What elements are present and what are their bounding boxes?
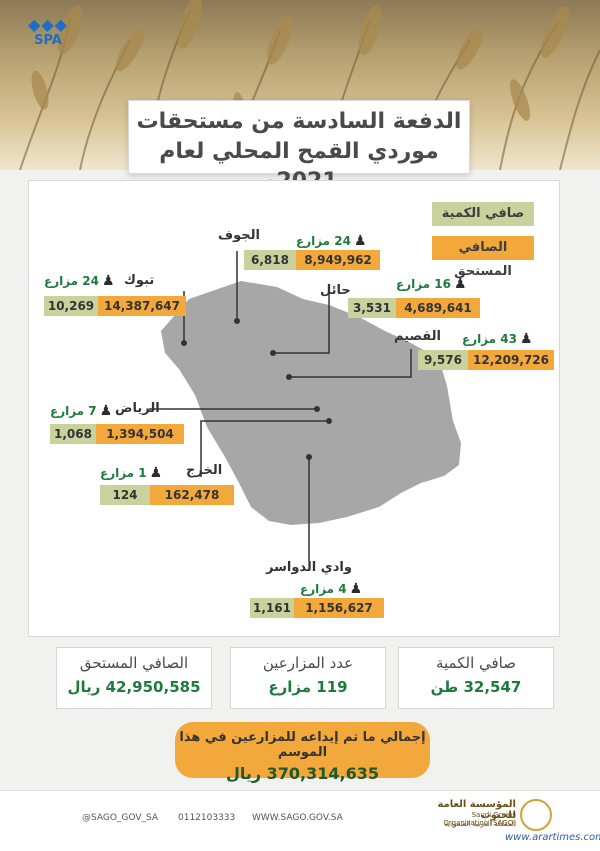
stat-net-due-label: الصافي المستحق	[79, 654, 189, 672]
stat-quantity: صافي الكمية 32,547 طن	[398, 647, 554, 709]
net-due-riyadh: 1,394,504	[96, 424, 184, 444]
quantity-hail: 3,531	[348, 298, 396, 318]
farmer-figure-icon: ♟	[354, 233, 367, 249]
values-qassim: 9,576 12,209,726	[418, 350, 554, 370]
sago-name-arabic: المؤسسة العامة للحبوب	[437, 799, 516, 821]
farmer-count-tabuk: ♟24 مزارع	[44, 273, 115, 289]
spa-logo: ◆◆◆ SPA	[24, 15, 72, 52]
farmer-figure-icon: ♟	[349, 581, 363, 597]
values-dawasir: 1,161 1,156,627	[250, 598, 384, 618]
total-deposited: إجمالي ما تم إيداعه للمزارعين في هذا الم…	[175, 722, 430, 783]
stat-farmers: عدد المزارعين 119 مزارع	[230, 647, 386, 709]
spa-logo-mark: ◆◆◆	[28, 15, 68, 34]
farmer-figure-icon: ♟	[520, 331, 533, 347]
values-kharj: 124 162,478	[100, 485, 234, 505]
footer-twitter: @SAGO_GOV_SA	[82, 813, 159, 823]
quantity-jouf: 6,818	[244, 250, 296, 270]
watermark: www.arartimes.com	[505, 832, 600, 843]
quantity-dawasir: 1,161	[250, 598, 294, 618]
region-name-kharj: الخرج	[186, 463, 223, 478]
farmer-count-jouf: ♟24 مزارع	[296, 233, 367, 249]
sago-emblem-icon	[520, 799, 552, 831]
sago-name-english: Saudi Grains Organization (SAGO)	[443, 811, 516, 827]
title-box: الدفعة السادسة من مستحقات موردي القمح ال…	[128, 100, 470, 194]
total-value: 370,314,635 ريال	[225, 764, 380, 783]
spa-logo-text: SPA	[34, 33, 62, 48]
legend-net-due: الصافي المستحق	[432, 236, 534, 279]
values-tabuk: 10,269 14,387,647	[44, 296, 186, 316]
quantity-qassim: 9,576	[418, 350, 468, 370]
farmer-count-hail: ♟16 مزارع	[396, 276, 467, 292]
net-due-qassim: 12,209,726	[468, 350, 554, 370]
stat-net-due-value: 42,950,585 ريال	[67, 678, 201, 696]
farmer-count-dawasir: ♟4 مزارع	[300, 581, 363, 597]
values-hail: 3,531 4,689,641	[348, 298, 480, 318]
farmer-figure-icon: ♟	[102, 273, 115, 289]
saudi-arabia-map	[149, 251, 461, 561]
stat-quantity-label: صافي الكمية	[435, 654, 516, 672]
net-due-dawasir: 1,156,627	[294, 598, 384, 618]
quantity-kharj: 124	[100, 485, 150, 505]
title-line-1: الدفعة السادسة من مستحقات	[136, 109, 462, 134]
farmer-count-riyadh: ♟7 مزارع	[50, 403, 113, 419]
region-name-tabuk: تبوك	[124, 273, 155, 288]
farmer-count-qassim: ♟43 مزارع	[462, 331, 533, 347]
region-name-dawasir: وادي الدواسر	[266, 560, 352, 575]
footer-website: WWW.SAGO.GOV.SA	[252, 813, 343, 823]
region-name-riyadh: الرياض	[115, 401, 160, 416]
farmer-count-kharj: ♟1 مزارع	[100, 465, 163, 481]
farmer-figure-icon: ♟	[99, 403, 113, 419]
quantity-riyadh: 1,068	[50, 424, 96, 444]
farmer-figure-icon: ♟	[149, 465, 163, 481]
sago-kingdom: المملكة العربية السعودية	[444, 820, 516, 828]
stat-quantity-value: 32,547 طن	[430, 678, 522, 696]
total-label: إجمالي ما تم إيداعه للمزارعين في هذا الم…	[179, 730, 426, 760]
saudi-arabia-shape	[161, 281, 461, 525]
values-jouf: 6,818 8,949,962	[244, 250, 380, 270]
region-name-hail: حائل	[320, 283, 351, 298]
stat-farmers-label: عدد المزارعين	[262, 654, 354, 672]
legend-quantity: صافي الكمية	[432, 202, 534, 226]
stat-farmers-value: 119 مزارع	[268, 678, 348, 696]
stat-net-due: الصافي المستحق 42,950,585 ريال	[56, 647, 212, 709]
region-name-qassim: القصيم	[394, 329, 442, 344]
region-name-jouf: الجوف	[218, 228, 260, 243]
net-due-jouf: 8,949,962	[296, 250, 380, 270]
net-due-tabuk: 14,387,647	[98, 296, 186, 316]
net-due-kharj: 162,478	[150, 485, 234, 505]
values-riyadh: 1,068 1,394,504	[50, 424, 184, 444]
farmer-figure-icon: ♟	[454, 276, 467, 292]
quantity-tabuk: 10,269	[44, 296, 98, 316]
footer-phone: 0112103333	[178, 813, 236, 823]
footer: @SAGO_GOV_SA 0112103333 WWW.SAGO.GOV.SA …	[0, 790, 600, 851]
net-due-hail: 4,689,641	[396, 298, 480, 318]
